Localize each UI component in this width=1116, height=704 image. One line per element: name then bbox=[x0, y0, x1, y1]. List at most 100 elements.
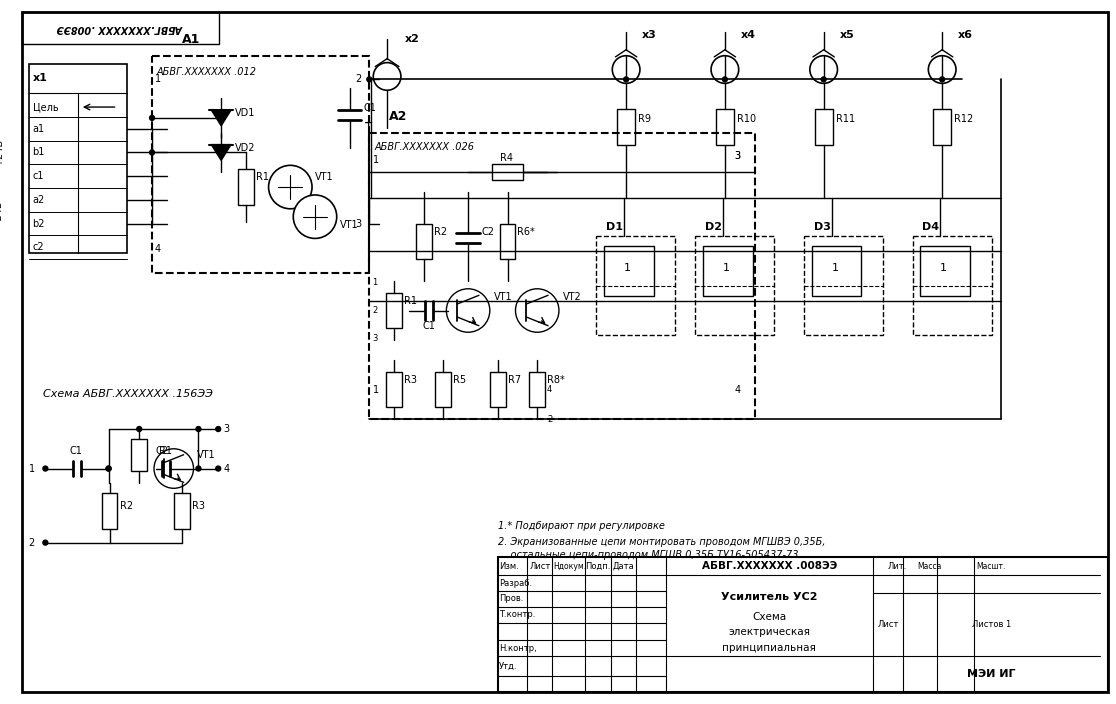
Text: 3: 3 bbox=[223, 424, 229, 434]
Text: 2: 2 bbox=[373, 306, 377, 315]
Circle shape bbox=[219, 150, 223, 155]
Text: Лит.: Лит. bbox=[888, 562, 907, 571]
Text: C1: C1 bbox=[364, 103, 376, 113]
Circle shape bbox=[106, 466, 112, 471]
Circle shape bbox=[42, 466, 48, 471]
Text: 1.* Подбирают при регулировке: 1.* Подбирают при регулировке bbox=[498, 521, 665, 531]
Text: R1: R1 bbox=[404, 296, 417, 306]
Text: 1: 1 bbox=[373, 156, 379, 165]
Circle shape bbox=[821, 77, 826, 82]
Text: 1: 1 bbox=[940, 263, 947, 273]
Text: А2: А2 bbox=[389, 111, 407, 123]
Text: x2: x2 bbox=[405, 34, 420, 44]
Bar bbox=[498, 558, 1108, 692]
Bar bbox=[596, 237, 675, 335]
Text: Цель: Цель bbox=[32, 102, 58, 112]
Bar bbox=[490, 372, 506, 408]
Text: b1: b1 bbox=[32, 148, 45, 158]
Text: VT1: VT1 bbox=[339, 220, 358, 230]
Bar bbox=[174, 494, 190, 529]
Text: 3: 3 bbox=[356, 219, 362, 229]
Text: Лист: Лист bbox=[877, 620, 898, 629]
Text: Ндокум.: Ндокум. bbox=[554, 562, 586, 571]
Text: R11: R11 bbox=[836, 114, 855, 124]
Text: +: + bbox=[364, 118, 373, 128]
Text: R10: R10 bbox=[737, 114, 756, 124]
Text: R4: R4 bbox=[500, 153, 512, 163]
Text: Изм.: Изм. bbox=[499, 562, 519, 571]
Text: Дата: Дата bbox=[613, 562, 634, 571]
Circle shape bbox=[624, 77, 628, 82]
Circle shape bbox=[294, 195, 337, 239]
Text: R9: R9 bbox=[638, 114, 651, 124]
Bar bbox=[617, 109, 635, 144]
Bar bbox=[695, 237, 775, 335]
Text: АБВГ.XXXXXXX .008ЭЭ: АБВГ.XXXXXXX .008ЭЭ bbox=[702, 561, 837, 572]
Circle shape bbox=[929, 56, 956, 83]
Circle shape bbox=[373, 63, 401, 90]
Bar bbox=[500, 224, 516, 259]
Text: Усилитель УС2: Усилитель УС2 bbox=[721, 592, 818, 602]
Text: R1: R1 bbox=[158, 446, 172, 455]
Text: c2: c2 bbox=[32, 242, 45, 252]
Text: VD1: VD1 bbox=[235, 108, 256, 118]
Text: Утд.: Утд. bbox=[499, 662, 517, 671]
Circle shape bbox=[367, 77, 372, 82]
Text: А1: А1 bbox=[182, 33, 200, 46]
Text: Пров.: Пров. bbox=[499, 594, 523, 603]
Text: -24В: -24В bbox=[0, 201, 4, 223]
Text: Масса: Масса bbox=[917, 562, 942, 571]
Text: x3: x3 bbox=[642, 30, 656, 40]
Text: остальные цепи-проводом МГШВ 0,35Б ТУ16-505437-73: остальные цепи-проводом МГШВ 0,35Б ТУ16-… bbox=[498, 551, 798, 560]
Text: 1: 1 bbox=[29, 463, 35, 474]
Bar bbox=[369, 133, 754, 419]
Circle shape bbox=[106, 466, 112, 471]
Bar bbox=[386, 372, 402, 408]
Text: 1: 1 bbox=[624, 263, 632, 273]
Text: C1: C1 bbox=[423, 321, 435, 332]
Text: x6: x6 bbox=[958, 30, 973, 40]
Text: Схема: Схема bbox=[752, 612, 787, 622]
Polygon shape bbox=[211, 144, 231, 161]
Circle shape bbox=[810, 56, 837, 83]
Text: электрическая: электрическая bbox=[729, 627, 810, 638]
Text: R3: R3 bbox=[404, 375, 417, 384]
Bar bbox=[132, 439, 147, 470]
Circle shape bbox=[137, 427, 142, 432]
Text: x5: x5 bbox=[839, 30, 854, 40]
Circle shape bbox=[196, 466, 201, 471]
Text: R5: R5 bbox=[453, 375, 466, 384]
Bar bbox=[492, 164, 523, 180]
Text: D4: D4 bbox=[923, 222, 940, 232]
Text: VT2: VT2 bbox=[562, 291, 581, 302]
Bar bbox=[435, 372, 451, 408]
Text: R12: R12 bbox=[954, 114, 973, 124]
Text: АБВГ.XXXXXXX .008ЭЭ: АБВГ.XXXXXXX .008ЭЭ bbox=[57, 23, 184, 33]
Text: +24В: +24В bbox=[0, 139, 4, 166]
Text: R2: R2 bbox=[433, 227, 446, 237]
Text: 2: 2 bbox=[356, 75, 362, 84]
Circle shape bbox=[154, 448, 193, 489]
Circle shape bbox=[196, 427, 201, 432]
Text: R1: R1 bbox=[256, 172, 269, 182]
Text: АБВГ.XXXXXXX .012: АБВГ.XXXXXXX .012 bbox=[157, 66, 257, 77]
Text: b2: b2 bbox=[32, 219, 45, 229]
Circle shape bbox=[613, 56, 639, 83]
Text: C2: C2 bbox=[156, 446, 169, 455]
Text: 3: 3 bbox=[734, 151, 741, 161]
Bar bbox=[605, 246, 654, 296]
Bar bbox=[238, 169, 253, 205]
Polygon shape bbox=[211, 110, 231, 126]
Text: a1: a1 bbox=[32, 124, 45, 134]
Bar bbox=[933, 109, 951, 144]
Bar bbox=[102, 494, 117, 529]
Bar bbox=[913, 237, 991, 335]
Bar bbox=[386, 293, 402, 328]
Text: VD2: VD2 bbox=[235, 142, 256, 153]
Text: 2: 2 bbox=[28, 538, 35, 548]
Bar bbox=[416, 224, 432, 259]
Text: 4: 4 bbox=[223, 463, 229, 474]
Text: D1: D1 bbox=[606, 222, 624, 232]
Text: 3: 3 bbox=[373, 334, 377, 343]
Bar bbox=[815, 109, 833, 144]
